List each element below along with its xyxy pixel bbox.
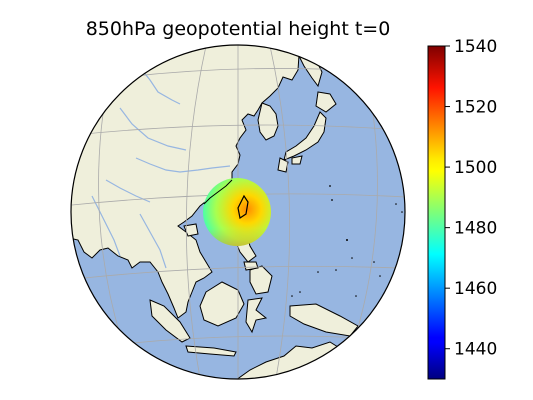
land-korea: [257, 102, 279, 141]
colorbar-tick-label: 1520: [454, 98, 497, 118]
land-taiwan: [237, 194, 249, 219]
land-sumatra: [149, 299, 191, 343]
land-hokkaido: [315, 91, 337, 113]
land-mindanao: [249, 265, 273, 295]
heatmap-patch: [203, 178, 271, 246]
land-kyushu: [277, 157, 289, 173]
colorbar-tick-label: 1440: [454, 340, 497, 360]
colorbar-gradient: [427, 45, 446, 380]
colorbar-tick-label: 1500: [454, 158, 497, 178]
colorbar-tick-label: 1540: [454, 37, 497, 57]
colorbar-tick-label: 1480: [454, 219, 497, 239]
land-honshu: [283, 111, 327, 161]
chart-title: 850hPa geopotential height t=0: [85, 18, 391, 40]
rivers: [91, 69, 231, 269]
pacific-islands: [291, 185, 403, 319]
land-borneo: [199, 281, 245, 327]
globe-outline: [70, 44, 406, 380]
colorbar-ticks: 1440 1460 1480 1500 1520 1540: [445, 37, 497, 360]
colorbar-tick-label: 1460: [454, 279, 497, 299]
land-sulawesi: [245, 297, 268, 334]
coast-china-over-patch: [203, 179, 233, 205]
land-shikoku: [291, 155, 303, 165]
land-java: [185, 345, 237, 357]
